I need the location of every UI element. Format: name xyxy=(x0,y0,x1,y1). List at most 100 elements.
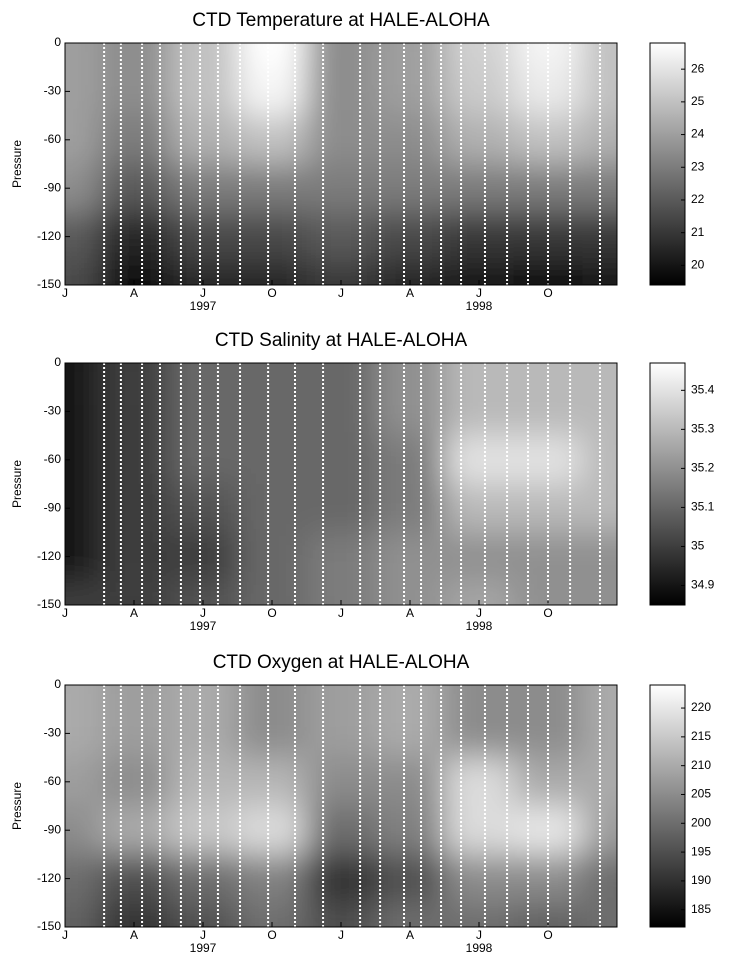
heat-cell xyxy=(237,532,307,581)
heat-cell xyxy=(444,806,514,855)
x-tick-label: A xyxy=(130,606,138,620)
heat-cell xyxy=(582,260,617,285)
heat-cell xyxy=(582,115,617,164)
y-tick-label: -150 xyxy=(37,919,61,933)
x-tick-label: O xyxy=(267,286,276,300)
heat-cell xyxy=(582,212,617,261)
heat-cell xyxy=(306,685,376,710)
heat-cell xyxy=(237,387,307,436)
heat-cell xyxy=(99,854,169,903)
heat-cell xyxy=(582,532,617,581)
heat-cell xyxy=(99,532,169,581)
y-tick-label: 0 xyxy=(54,355,61,369)
heat-cell xyxy=(237,709,307,758)
y-axis-label: Pressure xyxy=(10,140,24,188)
heat-cell xyxy=(375,484,445,533)
year-label: 1997 xyxy=(190,299,217,313)
heat-cell xyxy=(375,164,445,213)
heat-cell xyxy=(168,387,238,436)
heat-cell xyxy=(582,806,617,855)
heat-cell xyxy=(99,67,169,116)
y-tick-label: -120 xyxy=(37,229,61,243)
colorbar-tick-label: 190 xyxy=(691,873,711,887)
colorbar-tick-label: 205 xyxy=(691,787,711,801)
heat-cell xyxy=(375,806,445,855)
heat-cell xyxy=(99,212,169,261)
heat-cell xyxy=(444,164,514,213)
colorbar-tick-label: 23 xyxy=(691,159,705,173)
colorbar-tick-label: 210 xyxy=(691,758,711,772)
y-tick-label: -30 xyxy=(44,726,62,740)
heat-cell xyxy=(306,43,376,68)
x-tick-label: J xyxy=(62,928,68,942)
heat-cell xyxy=(65,67,100,116)
x-tick-label: O xyxy=(543,928,552,942)
x-tick-label: J xyxy=(476,606,482,620)
year-label: 1998 xyxy=(466,619,493,633)
heat-cell xyxy=(582,435,617,484)
heat-cell xyxy=(513,43,583,68)
heat-cell xyxy=(65,435,100,484)
heat-cell xyxy=(444,387,514,436)
x-tick-label: A xyxy=(406,286,414,300)
heat-cell xyxy=(375,115,445,164)
heat-cell xyxy=(582,363,617,388)
chart-title: CTD Oxygen at HALE-ALOHA xyxy=(213,652,470,673)
heat-cell xyxy=(237,757,307,806)
heat-cell xyxy=(444,484,514,533)
colorbar-tick-label: 195 xyxy=(691,844,711,858)
colorbar-tick-label: 34.9 xyxy=(691,578,715,592)
heat-cell xyxy=(65,212,100,261)
x-tick-label: A xyxy=(130,286,138,300)
heat-cell xyxy=(306,806,376,855)
y-tick-label: -30 xyxy=(44,84,62,98)
heat-cell xyxy=(168,854,238,903)
heat-cell xyxy=(306,387,376,436)
heat-cell xyxy=(99,43,169,68)
heat-cell xyxy=(168,164,238,213)
colorbar-tick-label: 26 xyxy=(691,61,705,75)
heat-cell xyxy=(306,757,376,806)
heat-cell xyxy=(99,757,169,806)
heat-cell xyxy=(168,806,238,855)
heat-cell xyxy=(582,757,617,806)
heat-cell xyxy=(65,806,100,855)
heat-cell xyxy=(582,580,617,605)
heat-cell xyxy=(168,67,238,116)
heat-cell xyxy=(65,854,100,903)
heat-cell xyxy=(513,363,583,388)
heat-cell xyxy=(65,709,100,758)
y-tick-label: 0 xyxy=(54,677,61,691)
heat-cell xyxy=(99,709,169,758)
y-tick-label: -150 xyxy=(37,597,61,611)
year-label: 1998 xyxy=(466,941,493,955)
heatmap xyxy=(65,363,617,605)
plot-area xyxy=(65,363,617,605)
year-label: 1997 xyxy=(190,619,217,633)
x-tick-label: A xyxy=(406,606,414,620)
heat-cell xyxy=(237,212,307,261)
heat-cell xyxy=(375,67,445,116)
heat-cell xyxy=(375,709,445,758)
heat-cell xyxy=(65,115,100,164)
heat-cell xyxy=(99,484,169,533)
heat-cell xyxy=(306,67,376,116)
y-tick-label: -60 xyxy=(44,452,62,466)
y-tick-label: 0 xyxy=(54,35,61,49)
colorbar-tick-label: 215 xyxy=(691,729,711,743)
plot-area xyxy=(65,43,617,285)
x-tick-label: J xyxy=(200,928,206,942)
colorbar-tick-label: 22 xyxy=(691,192,705,206)
colorbar-tick-label: 35.1 xyxy=(691,500,715,514)
heat-cell xyxy=(375,43,445,68)
heat-cell xyxy=(306,164,376,213)
heat-cell xyxy=(168,484,238,533)
colorbar-tick-label: 24 xyxy=(691,127,705,141)
heat-cell xyxy=(99,435,169,484)
y-tick-label: -30 xyxy=(44,404,62,418)
heat-cell xyxy=(99,363,169,388)
x-tick-label: A xyxy=(130,928,138,942)
colorbar-tick-label: 25 xyxy=(691,94,705,108)
x-tick-label: J xyxy=(476,286,482,300)
heat-cell xyxy=(306,854,376,903)
